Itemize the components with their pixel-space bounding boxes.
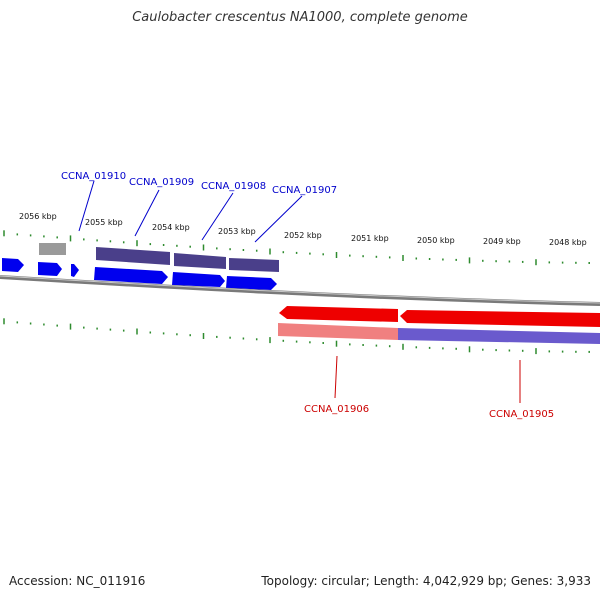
upper-tick-row — [3, 230, 590, 266]
cds-arrow-01905 — [400, 310, 600, 327]
scale-label-2056: 2056 kbp — [19, 212, 57, 221]
genome-backbone-highlight — [0, 275, 600, 304]
cds-arrow-3 — [71, 264, 79, 277]
scale-label-2048: 2048 kbp — [549, 238, 587, 247]
leader-01906 — [334, 355, 338, 399]
genome-backbone — [0, 275, 600, 306]
gene-label-01910: CCNA_01910 — [61, 171, 126, 182]
function-bar-grey — [39, 243, 66, 255]
gene-label-01909: CCNA_01909 — [129, 177, 194, 188]
gene-label-01906: CCNA_01906 — [304, 404, 369, 415]
accession-text: Accession: NC_011916 — [9, 574, 146, 588]
gene-label-01908: CCNA_01908 — [201, 181, 266, 192]
reverse-cds-row — [279, 306, 600, 327]
cds-arrow-2 — [38, 262, 62, 276]
leader-01910 — [78, 180, 95, 232]
gene-label-01905: CCNA_01905 — [489, 409, 554, 420]
lower-gene-labels: CCNA_01906 CCNA_01905 — [304, 355, 554, 420]
function-bar-01908 — [174, 253, 226, 269]
scale-label-2053: 2053 kbp — [218, 227, 256, 236]
function-bar-01907 — [229, 258, 279, 272]
scale-label-2049: 2049 kbp — [483, 237, 521, 246]
function-bar-01909 — [96, 247, 170, 265]
scale-label-2054: 2054 kbp — [152, 223, 190, 232]
leader-01907 — [254, 195, 303, 243]
scale-labels: 2056 kbp 2055 kbp 2054 kbp 2053 kbp 2052… — [19, 212, 587, 247]
leader-01909 — [134, 189, 160, 237]
gene-label-01907: CCNA_01907 — [272, 185, 337, 196]
cds-arrow-01909 — [94, 267, 168, 284]
function-bar-01905 — [398, 328, 600, 344]
cds-arrow-01907 — [226, 276, 277, 290]
scale-label-2051: 2051 kbp — [351, 234, 389, 243]
leader-01908 — [201, 192, 234, 241]
genome-summary-text: Topology: circular; Length: 4,042,929 bp… — [261, 574, 591, 588]
scale-label-2052: 2052 kbp — [284, 231, 322, 240]
scale-label-2050: 2050 kbp — [417, 236, 455, 245]
function-bar-01906 — [278, 323, 398, 340]
cds-arrow-01906 — [279, 306, 398, 322]
lower-tick-row — [3, 318, 590, 355]
cds-arrow-01908 — [172, 272, 225, 287]
map-title: Caulobacter crescentus NA1000, complete … — [132, 10, 468, 25]
forward-cds-row — [2, 258, 277, 290]
function-bars — [39, 243, 600, 344]
upper-gene-labels: CCNA_01910 CCNA_01909 CCNA_01908 CCNA_01… — [61, 171, 337, 243]
scale-label-2055: 2055 kbp — [85, 218, 123, 227]
cds-arrow-1 — [2, 258, 24, 272]
